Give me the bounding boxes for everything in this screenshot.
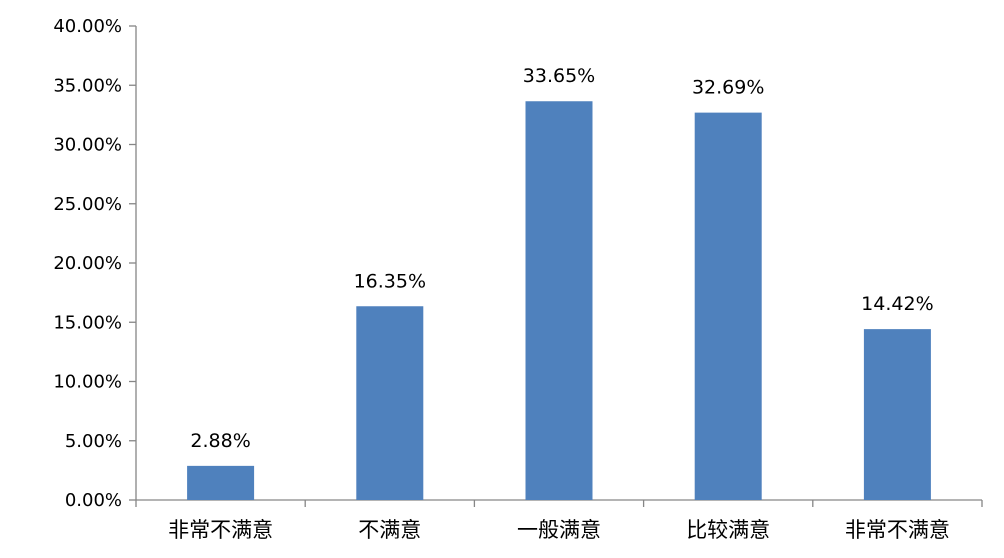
x-category-label: 一般满意	[517, 518, 601, 542]
y-tick-label: 30.00%	[53, 135, 122, 156]
data-label: 14.42%	[861, 293, 933, 315]
data-label: 2.88%	[190, 430, 250, 452]
x-category-label: 非常不满意	[845, 518, 950, 542]
y-tick-label: 5.00%	[65, 431, 122, 452]
y-tick-label: 15.00%	[53, 312, 122, 333]
data-label: 33.65%	[523, 65, 595, 87]
x-axis: 非常不满意 不满意 一般满意 比较满意 非常不满意	[135, 499, 983, 542]
bar	[694, 112, 762, 500]
x-category-label: 不满意	[358, 518, 421, 542]
bar	[356, 306, 424, 500]
x-category-label: 比较满意	[686, 518, 770, 542]
y-tick-label: 25.00%	[53, 194, 122, 215]
x-category-label: 非常不满意	[168, 518, 273, 542]
data-label: 16.35%	[354, 270, 426, 292]
y-tick-label: 40.00%	[53, 16, 122, 37]
y-tick-label: 35.00%	[53, 75, 122, 96]
y-tick-label: 0.00%	[65, 490, 122, 511]
bar	[863, 329, 931, 500]
y-tick-label: 10.00%	[53, 372, 122, 393]
y-axis: 0.00% 5.00% 10.00% 15.00% 20.00% 25.00% 30.00%…	[53, 16, 137, 511]
bar	[187, 465, 255, 500]
bar	[525, 101, 593, 500]
bars	[187, 101, 931, 500]
data-label: 32.69%	[692, 77, 764, 99]
y-tick-label: 20.00%	[53, 253, 122, 274]
data-labels: 2.88% 16.35% 33.65% 32.69% 14.42%	[190, 65, 933, 452]
